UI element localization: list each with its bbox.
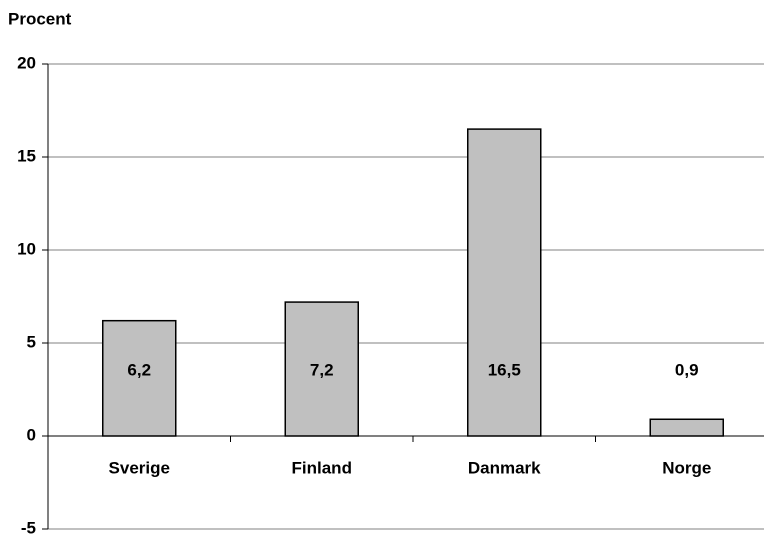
- y-tick-label: 0: [27, 425, 36, 444]
- y-tick-label: 10: [17, 239, 36, 258]
- value-label: 16,5: [488, 360, 521, 379]
- value-label: 7,2: [310, 360, 334, 379]
- value-label: 6,2: [127, 360, 151, 379]
- x-tick-label: Norge: [662, 458, 711, 477]
- bar: [102, 319, 177, 437]
- y-axis-label: Procent: [8, 9, 72, 28]
- x-tick-label: Danmark: [468, 458, 541, 477]
- y-tick-label: 20: [17, 53, 36, 72]
- y-tick-label: -5: [21, 518, 36, 535]
- bar: [467, 128, 542, 437]
- x-tick-label: Finland: [292, 458, 352, 477]
- y-tick-label: 5: [27, 332, 36, 351]
- x-tick-label: Sverige: [109, 458, 170, 477]
- y-tick-label: 15: [17, 146, 36, 165]
- bar: [649, 418, 724, 437]
- value-label: 0,9: [675, 360, 699, 379]
- bar: [284, 301, 359, 437]
